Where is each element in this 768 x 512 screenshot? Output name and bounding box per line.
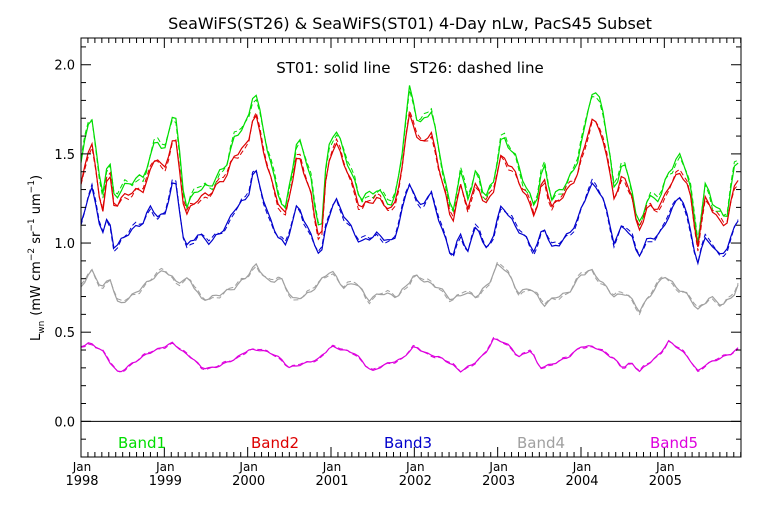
series-line-st01-band1 (80, 85, 739, 245)
y-tick-label: 1.5 (54, 148, 75, 163)
y-tick-label: 0.0 (54, 415, 75, 430)
y-label-um: um (29, 193, 44, 218)
x-tick-month: Jan (655, 460, 675, 474)
series-line-st01-band3 (80, 169, 739, 266)
y-label-main: L (29, 333, 44, 341)
plot-lines (80, 85, 739, 373)
legend-label-band5: Band5 (650, 434, 698, 452)
y-label-sr: sr (29, 231, 44, 248)
plot-frame (80, 37, 742, 458)
x-tick-year: 1998 (65, 474, 98, 489)
x-tick-year: 2003 (482, 474, 515, 489)
legend-label-band2: Band2 (251, 434, 299, 452)
x-tick-month: Jan (238, 460, 258, 474)
y-axis-label: Lwn(mW cm−2 sr−1 um−1) (27, 175, 47, 341)
series-line-st26-band2 (80, 110, 739, 252)
x-tick-year: 2000 (232, 474, 265, 489)
y-label-subscript: wn (37, 321, 47, 334)
legend-label-band1: Band1 (118, 434, 166, 452)
y-tick-label: 1.0 (54, 237, 75, 252)
x-tick-year: 2001 (315, 474, 348, 489)
x-axis-ticks: Jan1998Jan1999Jan2000Jan2001Jan2002Jan20… (65, 38, 742, 489)
y-label-exp3: −1 (27, 180, 37, 193)
line-style-annotation: ST01: solid line ST26: dashed line (276, 59, 544, 77)
x-tick-month: Jan (72, 460, 92, 474)
y-label-units: (mW cm (29, 261, 44, 316)
x-tick-month: Jan (405, 460, 425, 474)
legend-label-band4: Band4 (517, 434, 565, 452)
x-tick-year: 2005 (649, 474, 682, 489)
x-tick-year: 2002 (399, 474, 432, 489)
series-line-st01-band5 (80, 337, 739, 373)
legend-label-band3: Band3 (384, 434, 432, 452)
y-axis-ticks: 0.0 0.5 1.0 1.5 2.0 (54, 46, 741, 440)
y-label-close: ) (29, 175, 44, 180)
y-tick-label: 2.0 (54, 59, 75, 74)
x-tick-year: 1999 (149, 474, 182, 489)
x-tick-month: Jan (488, 460, 508, 474)
y-label-exp1: −2 (27, 248, 37, 261)
x-tick-month: Jan (155, 460, 175, 474)
chart-title: SeaWiFS(ST26) & SeaWiFS(ST01) 4-Day nLw,… (168, 14, 652, 33)
series-line-st01-band2 (80, 113, 739, 248)
x-tick-month: Jan (322, 460, 342, 474)
x-tick-month: Jan (572, 460, 592, 474)
y-tick-label: 0.5 (54, 326, 75, 341)
x-tick-year: 2004 (565, 474, 598, 489)
series-line-st01-band4 (80, 262, 739, 314)
y-label-exp2: −1 (27, 218, 37, 231)
legend: Band1 Band2 Band3 Band4 Band5 (118, 434, 698, 452)
